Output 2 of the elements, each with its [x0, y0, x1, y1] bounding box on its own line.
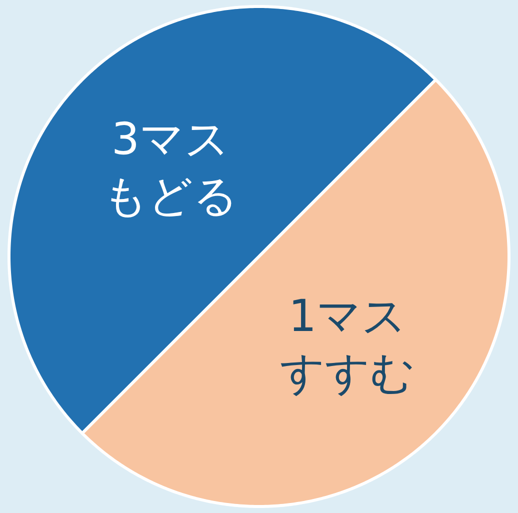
- slice-label: 1マスすすむ: [280, 291, 415, 400]
- slice-label: 3マスもどる: [103, 114, 238, 222]
